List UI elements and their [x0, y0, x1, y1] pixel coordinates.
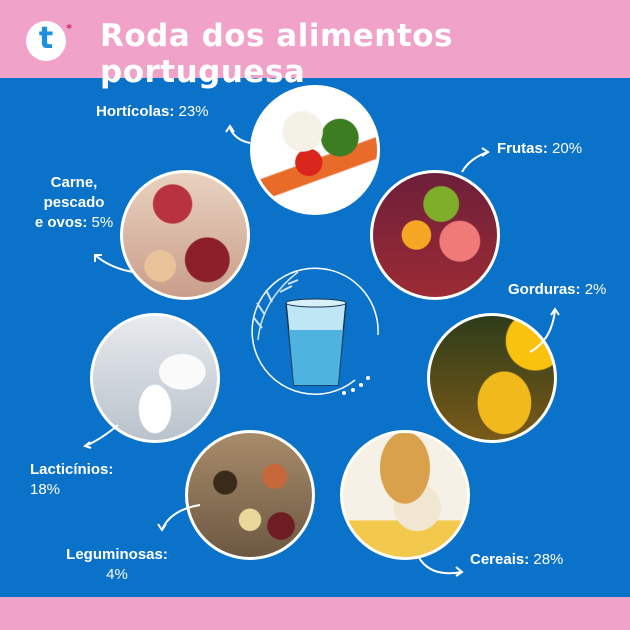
dairy-image	[90, 313, 220, 443]
legumes-image	[185, 430, 315, 560]
label-cereais: Cereais: 28%	[470, 551, 564, 568]
cereals-image	[340, 430, 470, 560]
header-band: t * Roda dos alimentos portuguesa	[0, 0, 630, 90]
water-glass-icon	[251, 267, 379, 395]
vegetables-image	[250, 85, 380, 215]
fruits-image	[370, 170, 500, 300]
arrows	[82, 124, 560, 577]
label-lacticinios: Lacticínios: 18%	[30, 461, 114, 498]
label-horticolas: Hortícolas: 23%	[96, 103, 209, 120]
label-leguminosas: Leguminosas: 4%	[66, 546, 168, 583]
page-title: Roda dos alimentos portuguesa	[100, 18, 453, 90]
logo: t *	[26, 21, 72, 61]
meat-fish-eggs-image	[120, 170, 250, 300]
footer-band	[0, 597, 630, 630]
label-frutas: Frutas: 20%	[497, 140, 583, 157]
fats-oil-image	[427, 313, 557, 443]
label-gorduras: Gorduras: 2%	[508, 281, 607, 298]
label-carne-pescado-ovos: Carne, pescado e ovos: 5%	[34, 174, 114, 231]
